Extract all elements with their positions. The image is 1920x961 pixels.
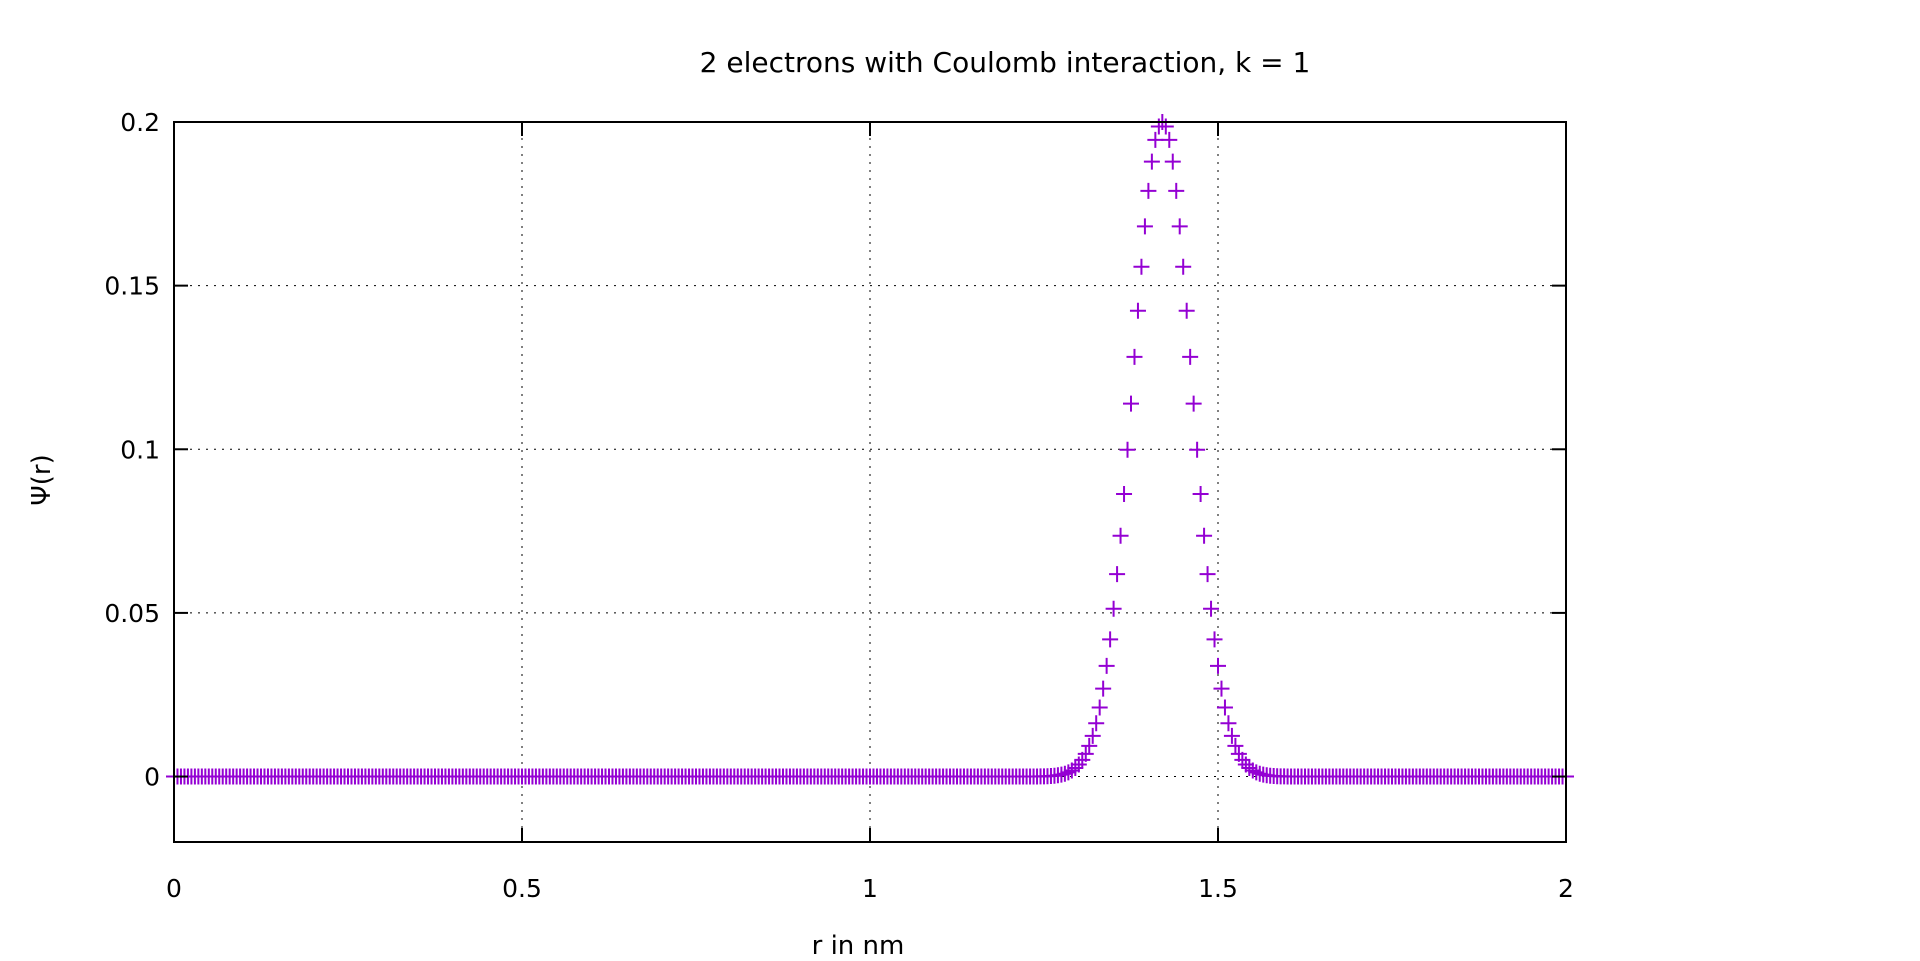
data-point bbox=[1098, 657, 1115, 674]
x-tick-label: 0.5 bbox=[502, 874, 542, 903]
data-point bbox=[1220, 715, 1237, 732]
data-point bbox=[1119, 441, 1136, 458]
data-point bbox=[1095, 680, 1112, 697]
data-point bbox=[1216, 699, 1233, 716]
data-point bbox=[1175, 258, 1192, 275]
y-tick-labels: 0 0.05 0.1 0.15 0.2 bbox=[104, 108, 160, 792]
data-point bbox=[1102, 631, 1119, 648]
data-point bbox=[1084, 727, 1101, 744]
data-point bbox=[1140, 182, 1157, 199]
y-tick-label: 0 bbox=[144, 763, 160, 792]
data-point bbox=[1091, 699, 1108, 716]
data-point bbox=[1056, 765, 1073, 782]
data-point bbox=[1199, 566, 1216, 583]
data-point bbox=[1067, 760, 1084, 777]
data-point bbox=[1227, 737, 1244, 754]
data-point bbox=[1171, 218, 1188, 235]
data-point bbox=[1185, 395, 1202, 412]
data-point bbox=[1126, 348, 1143, 365]
y-tick-label: 0.15 bbox=[104, 272, 160, 301]
data-point bbox=[1136, 218, 1153, 235]
data-point bbox=[1244, 762, 1261, 779]
data-point bbox=[1116, 486, 1133, 503]
x-tick-label: 2 bbox=[1558, 874, 1574, 903]
data-point bbox=[1164, 153, 1181, 170]
data-point bbox=[1105, 600, 1122, 617]
x-axis-label: r in nm bbox=[812, 931, 905, 961]
data-point bbox=[1182, 348, 1199, 365]
gridlines bbox=[174, 122, 1566, 842]
data-point bbox=[1157, 118, 1174, 135]
data-point bbox=[1109, 566, 1126, 583]
data-point bbox=[1192, 486, 1209, 503]
data-point bbox=[1178, 302, 1195, 319]
data-point bbox=[1213, 680, 1230, 697]
data-point bbox=[1129, 302, 1146, 319]
y-tick-label: 0.2 bbox=[120, 108, 160, 137]
y-tick-label: 0.05 bbox=[104, 599, 160, 628]
data-point bbox=[1189, 441, 1206, 458]
y-tick-label: 0.1 bbox=[120, 435, 160, 464]
x-tick-label: 0 bbox=[166, 874, 182, 903]
data-point bbox=[1196, 527, 1213, 544]
data-point bbox=[1203, 600, 1220, 617]
data-point bbox=[1248, 764, 1265, 781]
data-point bbox=[1206, 631, 1223, 648]
data-point bbox=[1088, 715, 1105, 732]
data-point bbox=[1060, 764, 1077, 781]
data-point bbox=[1133, 258, 1150, 275]
data-markers bbox=[166, 114, 1574, 785]
data-point bbox=[1147, 131, 1164, 148]
chart-title: 2 electrons with Coulomb interaction, k … bbox=[700, 46, 1311, 79]
x-tick-label: 1 bbox=[862, 874, 878, 903]
x-tick-label: 1.5 bbox=[1198, 874, 1238, 903]
data-point bbox=[1210, 657, 1226, 674]
data-point bbox=[1168, 182, 1185, 199]
data-point bbox=[1223, 727, 1240, 744]
data-point bbox=[1161, 131, 1178, 148]
data-point bbox=[1077, 745, 1094, 762]
data-point bbox=[1123, 395, 1139, 412]
y-axis-label: Ψ(r) bbox=[27, 454, 57, 505]
data-point bbox=[1112, 527, 1129, 544]
axis-ticks bbox=[173, 121, 1567, 842]
data-point bbox=[1081, 737, 1098, 754]
x-tick-labels: 0 0.5 1 1.5 2 bbox=[166, 874, 1574, 903]
data-point bbox=[1143, 153, 1160, 170]
